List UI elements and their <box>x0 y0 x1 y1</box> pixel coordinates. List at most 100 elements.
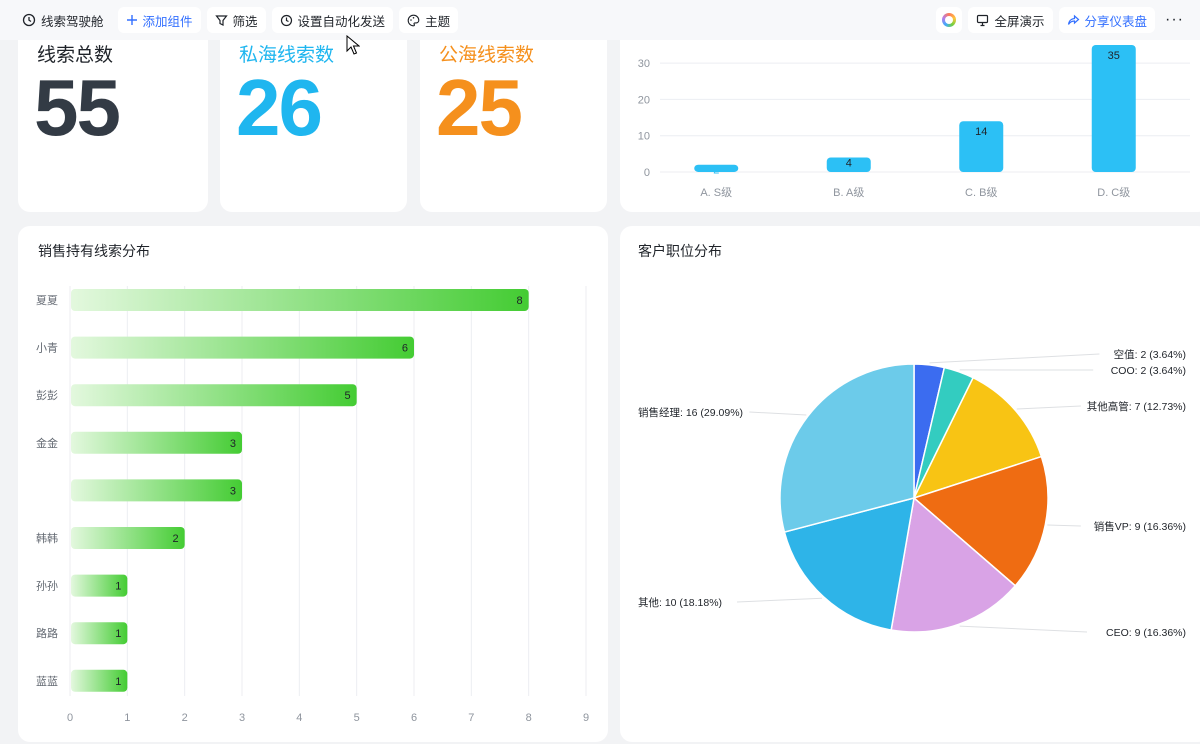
slice-label: 销售VP: 9 (16.36%) <box>1094 520 1186 533</box>
kpi-value: 25 <box>436 63 523 152</box>
leader-line <box>959 625 1088 633</box>
auto-send-button[interactable]: 设置自动化发送 <box>271 7 394 33</box>
y-tick-label: 彭彭 <box>36 388 58 402</box>
dashboard-toolbar: 线索驾驶舱 添加组件 筛选 设置自动化发送 主题 全屏演示 <box>0 0 1200 40</box>
sales-leads-bar-chart: 销售持有线索分布 0 1 2 3 4 5 6 7 8 9 8 夏夏 6 小青 5 彭彭 3 金金 3 2 韩韩 1 孙孙 1 路路… <box>36 243 589 724</box>
lead-level-bar-chart: 0 10 20 30 2 A. S级 4 B. A级 14 C. B级 35 D. C级 <box>638 45 1190 199</box>
x-tick-label: 6 <box>411 712 417 724</box>
data-label: 2 <box>713 165 719 177</box>
auto-send-label: 设置自动化发送 <box>297 14 386 29</box>
bar <box>71 669 128 692</box>
y-tick-label: 0 <box>644 167 650 179</box>
filter-button[interactable]: 筛选 <box>206 7 266 33</box>
kpi-title: 公海线索数 <box>439 45 535 66</box>
ai-assistant-button[interactable] <box>936 7 963 33</box>
slice-label: 其他: 10 (18.18%) <box>638 596 722 609</box>
y-tick-label: 孙孙 <box>36 580 58 593</box>
leader-line <box>929 353 1100 364</box>
bar <box>71 479 242 502</box>
y-tick-label: 金金 <box>36 436 58 450</box>
x-tick-label: 1 <box>124 712 130 724</box>
x-tick-label: C. B级 <box>965 186 997 199</box>
data-label: 14 <box>975 126 987 138</box>
ai-ring-icon <box>942 13 957 27</box>
kpi-card-public[interactable]: 公海线索数 25 <box>420 10 607 212</box>
kpi-title: 私海线索数 <box>239 45 335 66</box>
fullscreen-button[interactable]: 全屏演示 <box>968 7 1053 33</box>
bar <box>71 574 128 597</box>
lead-level-chart-card[interactable]: 0 10 20 30 2 A. S级 4 B. A级 14 C. B级 35 D. C级 <box>620 10 1200 212</box>
x-tick-label: 2 <box>182 712 188 724</box>
data-label: 1 <box>115 628 121 640</box>
x-tick-label: A. S级 <box>700 186 732 199</box>
y-tick-label: 路路 <box>36 627 58 640</box>
chart-title: 客户职位分布 <box>638 243 722 259</box>
x-tick-label: 7 <box>468 712 474 724</box>
bar <box>71 384 357 407</box>
clock-icon <box>22 13 36 27</box>
bar <box>694 164 739 172</box>
bar <box>71 431 242 454</box>
slice-label: 其他高管: 7 (12.73%) <box>1087 400 1186 413</box>
chart-title: 销售持有线索分布 <box>38 243 150 259</box>
y-tick-label: 夏夏 <box>36 294 58 307</box>
kpi-card-private[interactable]: 私海线索数 26 <box>220 10 407 212</box>
plus-icon <box>126 14 138 26</box>
more-options-button[interactable]: ··· <box>1165 11 1184 28</box>
filter-icon <box>214 14 228 27</box>
bar <box>1091 45 1136 172</box>
leader-line <box>1016 405 1081 410</box>
x-tick-label: 3 <box>239 712 245 724</box>
bar <box>71 527 185 549</box>
timer-icon <box>280 14 293 27</box>
fullscreen-label: 全屏演示 <box>994 14 1045 29</box>
data-label: 1 <box>115 581 121 593</box>
pie-slice <box>779 363 915 533</box>
bar <box>826 157 871 172</box>
data-label: 2 <box>173 533 179 545</box>
bar <box>71 289 529 311</box>
x-tick-label: 0 <box>67 712 73 724</box>
slice-label: COO: 2 (3.64%) <box>1111 365 1186 377</box>
add-component-label: 添加组件 <box>142 14 193 29</box>
x-tick-label: B. A级 <box>833 186 864 199</box>
sales-leads-chart-card[interactable]: 销售持有线索分布 0 1 2 3 4 5 6 7 8 9 8 夏夏 6 小青 5 彭彭 3 金金 3 2 韩韩 1 孙孙 1 路路… <box>18 226 608 742</box>
mouse-cursor-icon <box>346 35 360 55</box>
data-label: 4 <box>846 157 852 169</box>
y-tick-label: 小青 <box>36 342 58 355</box>
kpi-value: 55 <box>34 63 121 152</box>
share-button[interactable]: 分享仪表盘 <box>1058 7 1156 33</box>
bar <box>71 336 414 359</box>
presentation-icon <box>976 14 989 27</box>
x-tick-label: 5 <box>354 712 360 724</box>
bar <box>71 622 128 645</box>
kpi-title: 线索总数 <box>37 45 114 66</box>
slice-label: 空值: 2 (3.64%) <box>1114 348 1186 361</box>
data-label: 8 <box>517 295 523 307</box>
dashboard-title: 线索驾驶舱 <box>41 14 104 29</box>
share-label: 分享仪表盘 <box>1084 14 1148 29</box>
kpi-value: 26 <box>236 63 323 152</box>
theme-label: 主题 <box>425 14 451 29</box>
data-label: 3 <box>230 438 236 450</box>
slice-label: 销售经理: 16 (29.09%) <box>638 406 743 419</box>
data-label: 5 <box>345 390 351 402</box>
filter-label: 筛选 <box>232 14 258 29</box>
data-label: 1 <box>115 676 121 688</box>
add-component-button[interactable]: 添加组件 <box>117 7 201 33</box>
x-tick-label: 9 <box>583 712 589 724</box>
x-tick-label: 8 <box>526 712 532 724</box>
leader-line <box>749 411 807 416</box>
kpi-card-total[interactable]: 线索总数 55 <box>18 10 208 212</box>
position-pie-card[interactable]: 客户职位分布空值: 2 (3.64%) COO: 2 (3.64%) 其他高管: 7… <box>620 226 1200 742</box>
y-tick-label: 蓝蓝 <box>36 675 58 688</box>
dashboard-title-button[interactable]: 线索驾驶舱 <box>14 7 112 33</box>
y-tick-label: 20 <box>638 94 650 106</box>
data-label: 6 <box>402 343 408 355</box>
y-tick-label: 韩韩 <box>36 531 58 545</box>
leader-line <box>1047 524 1081 527</box>
pie-slice <box>912 455 1049 587</box>
y-tick-label: 30 <box>638 58 650 70</box>
theme-button[interactable]: 主题 <box>399 7 459 33</box>
